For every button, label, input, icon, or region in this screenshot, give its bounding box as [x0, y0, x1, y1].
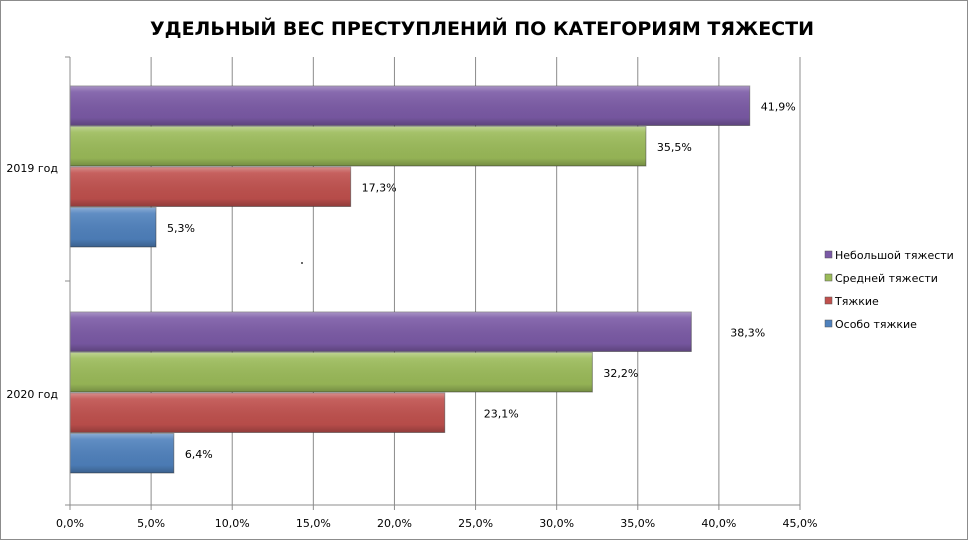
bar-highlight [70, 167, 351, 207]
data-label: 5,3% [167, 222, 195, 235]
bar-highlight [70, 207, 156, 247]
legend-label: Особо тяжкие [835, 318, 917, 331]
legend-swatch [824, 319, 833, 328]
x-tick-label: 10,0% [215, 517, 250, 530]
x-tick-label: 30,0% [539, 517, 574, 530]
x-tick-label: 20,0% [377, 517, 412, 530]
x-tick-label: 40,0% [701, 517, 736, 530]
legend-swatch [824, 250, 833, 259]
data-label: 23,1% [484, 407, 519, 420]
data-label: 17,3% [362, 181, 397, 194]
bar-highlight [70, 393, 445, 433]
bar-highlight [70, 312, 692, 352]
x-tick-label: 25,0% [458, 517, 493, 530]
data-label: 6,4% [185, 448, 213, 461]
data-label: 41,9% [761, 100, 796, 113]
stray-dot [301, 262, 303, 264]
bar-highlight [70, 126, 646, 166]
legend-swatch [824, 296, 833, 305]
data-label: 38,3% [730, 326, 765, 339]
bar-highlight [70, 433, 174, 473]
x-tick-label: 45,0% [783, 517, 818, 530]
legend-label: Тяжкие [834, 295, 879, 308]
x-tick-label: 5,0% [137, 517, 165, 530]
legend-label: Средней тяжести [835, 272, 938, 285]
bar-highlight [70, 352, 593, 392]
category-label: 2020 год [6, 388, 58, 401]
bar-highlight [70, 86, 750, 126]
x-tick-label: 15,0% [296, 517, 331, 530]
x-tick-label: 0,0% [56, 517, 84, 530]
x-tick-label: 35,0% [620, 517, 655, 530]
legend-swatch [824, 273, 833, 282]
data-label: 32,2% [603, 367, 638, 380]
data-label: 35,5% [657, 141, 692, 154]
chart-title: УДЕЛЬНЫЙ ВЕС ПРЕСТУПЛЕНИЙ ПО КАТЕГОРИЯМ … [150, 17, 814, 40]
legend-label: Небольшой тяжести [835, 249, 954, 262]
category-label: 2019 год [6, 162, 58, 175]
